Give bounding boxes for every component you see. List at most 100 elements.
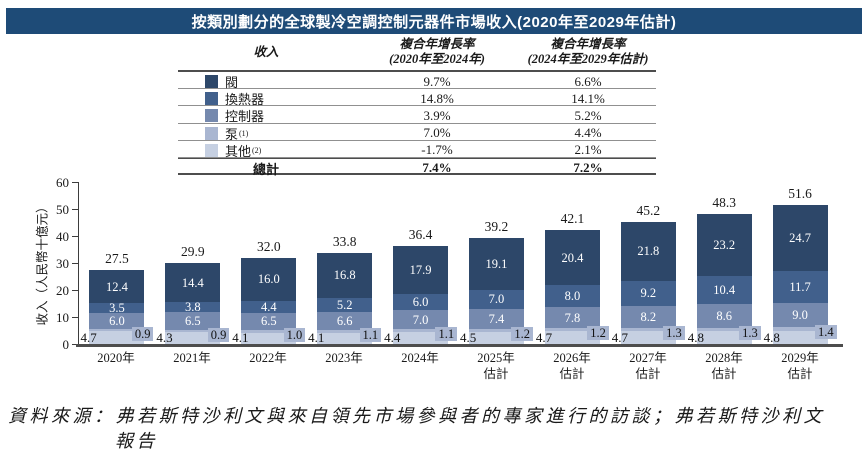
bar-stack: 17.9 6.0 7.0 1.1 4.4 [384,245,458,344]
x-axis-label-year: 2020年 [97,351,135,365]
bar-group: 51.6 24.7 11.7 9.0 1.4 4.8 [762,182,838,344]
bar-segment-pump: 1.1 [393,327,458,342]
x-axis-label: 2028年 估計 [686,350,762,382]
bar-segment-others: 4.1 [232,331,297,344]
source-note: 資料來源：弗若斯特沙利文與來自領先市場參與者的專家進行的訪談；弗若斯特沙利文 報… [8,404,864,454]
bar-value-label: 6.5 [185,313,201,328]
bar-value-label: 4.7 [535,330,553,345]
bar-value-label: 8.0 [564,288,581,303]
bar-value-label: 16.0 [257,271,280,286]
bar-segment-heat-exchanger: 4.4 [241,299,297,314]
legend-swatch-others [205,143,218,157]
x-axis-label-year: 2024年 [401,351,439,365]
category-label: 其他 [225,143,252,159]
cagr1-value: 9.7% [423,73,451,89]
x-axis-label-year: 2026年 [553,351,591,365]
bar-segment-others: 4.5 [460,331,524,344]
x-axis-labels: 2020年 2021年 2022年 2023年 2024年 2025年 估計 2026年 估計 2… [78,350,838,382]
bar-value-label: 4.4 [260,299,277,314]
bar-segment-controller: 7.8 [544,307,600,329]
bar-total-label: 45.2 [636,203,661,218]
bar-segment-heat-exchanger: 9.2 [620,280,676,306]
bar-value-label: 4.8 [763,330,780,345]
x-axis-label-year: 2023年 [325,351,363,365]
x-axis-label-year: 2021年 [173,351,211,365]
x-axis-label-estimate: 估計 [711,367,737,381]
cagr2-value: 2.1% [574,142,602,158]
col-header-cagr-2020-2024: 複合年增長率 (2020年至2024年) [354,37,520,67]
bar-total-label: 33.8 [332,233,357,249]
bar-group: 48.3 23.2 10.4 8.6 1.3 4.8 [686,182,762,344]
bar-segment-controller: 7.4 [468,308,524,329]
cagr2-value: 5.2% [574,107,602,123]
bar-segment-others: 4.4 [384,331,449,344]
y-tick-label: 60 [56,175,69,190]
bar-segment-controller: 7.0 [393,310,449,330]
bar-value-label: 7.0 [412,312,429,327]
bar-total-label: 32.0 [256,238,281,254]
bar-segment-heat-exchanger: 3.8 [165,300,221,315]
bar-value-label: 1.1 [359,327,382,342]
bar-value-label: 4.8 [687,330,704,345]
x-axis-label: 2027年 估計 [610,350,686,382]
bar-value-label: 4.1 [308,330,325,345]
x-axis-label: 2026年 估計 [534,350,610,382]
bar-segment-valve: 23.2 [696,213,752,277]
bar-segment-others: 4.7 [536,331,600,344]
bar-group: 45.2 21.8 9.2 8.2 1.3 4.7 [610,182,686,344]
bar-value-label: 5.2 [336,297,353,312]
bar-value-label: 4.3 [156,330,173,345]
total-label: 總計 [252,161,279,177]
x-axis-label: 2024年 [382,350,458,382]
bar-value-label: 24.7 [789,230,812,245]
plot-area: 0 10 20 30 40 50 60 27.5 12.4 3.5 6.0 0.9 4.7 29.9 14… [56,175,843,352]
x-axis-label-estimate: 估計 [483,367,509,381]
x-axis-label-estimate: 估計 [787,367,813,381]
bar-value-label: 4.4 [384,330,401,345]
bar-segment-others: 4.1 [308,331,373,344]
bar-value-label: 0.9 [131,326,154,341]
legend-swatch-pump [205,126,218,140]
bar-segment-controller: 6.5 [241,312,297,331]
bar-total-label: 51.6 [788,185,812,201]
cagr-table: 收入 複合年增長率 (2020年至2024年) 複合年增長率 (2024年至20… [178,37,656,177]
bar-group: 33.8 16.8 5.2 6.6 1.1 4.1 [307,182,383,344]
cagr2-value: 4.4% [574,125,602,141]
bar-group: 36.4 17.9 6.0 7.0 1.1 4.4 [383,182,459,344]
x-axis-label: 2025年 估計 [458,350,534,382]
source-line1: 資料來源：弗若斯特沙利文與來自領先市場參與者的專家進行的訪談；弗若斯特沙利文 [8,406,825,426]
bar-segment-heat-exchanger: 6.0 [393,294,449,311]
bar-value-label: 7.8 [564,310,581,325]
y-tick-label: 50 [56,202,69,217]
bar-value-label: 3.8 [185,300,201,315]
col-header-line: 複合年增長率 [550,37,626,51]
bar-segment-valve: 19.1 [468,238,524,290]
bar-segment-valve: 16.0 [241,257,297,301]
bar-segment-others: 4.8 [688,331,752,344]
bar-stack: 14.4 3.8 6.5 0.9 4.3 [156,263,230,344]
category-label: 閥 [225,75,239,90]
bar-value-label: 1.4 [814,325,837,340]
bar-value-label: 4.1 [232,330,249,345]
bar-value-label: 12.4 [106,279,128,294]
bar-stack: 19.1 7.0 7.4 1.2 4.5 [460,238,533,344]
y-tick-label: 10 [56,310,69,325]
bar-segment-pump: 1.2 [468,326,533,341]
x-axis-label: 2022年 [230,350,306,382]
bar-segment-heat-exchanger: 8.0 [544,285,600,308]
bar-value-label: 6.0 [109,313,125,328]
bar-segment-valve: 12.4 [89,269,145,304]
y-tick-mark [72,343,78,345]
bar-segment-controller: 6.0 [89,312,145,329]
bar-segment-controller: 8.6 [696,304,752,328]
bar-segment-pump: 0.9 [89,326,154,341]
bar-segment-valve: 20.4 [544,230,600,286]
bar-value-label: 0.9 [207,327,230,342]
bar-segment-others: 4.7 [612,331,676,344]
y-tick-mark [72,262,78,264]
bar-value-label: 4.5 [459,330,477,345]
bar-value-label: 6.6 [336,313,353,328]
x-axis-label-estimate: 估計 [635,367,661,381]
bar-segment-heat-exchanger: 11.7 [772,271,828,303]
